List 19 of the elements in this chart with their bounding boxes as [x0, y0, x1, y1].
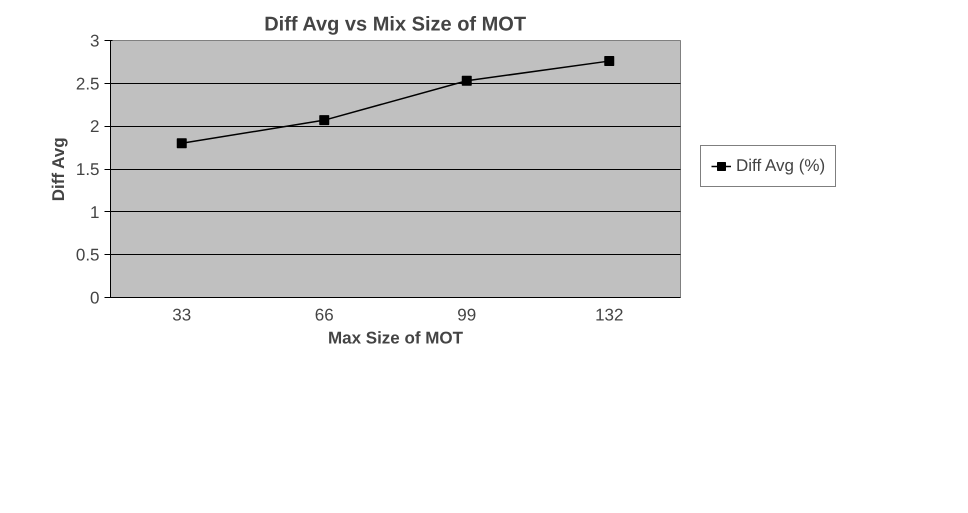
point	[176, 138, 187, 148]
legend-label: Diff Avg (%)	[736, 156, 826, 176]
x-tick-label: 66	[314, 306, 334, 324]
y-tick-label: 0.5	[76, 246, 100, 265]
y-axis-title: Diff Avg	[48, 137, 68, 202]
x-tick-label: 132	[595, 306, 624, 324]
y-tick-label: 1.5	[76, 160, 100, 179]
y-tick-label: 2	[90, 117, 100, 136]
point	[604, 56, 614, 66]
x-tick-label: 99	[457, 306, 476, 324]
point	[462, 76, 472, 86]
y-tick-label: 3	[90, 32, 100, 50]
x-axis-title: Max Size of MOT	[328, 328, 464, 348]
point	[319, 115, 330, 126]
chart-title: Diff Avg vs Mix Size of MOT	[264, 14, 526, 36]
y-tick-label: 2.5	[76, 74, 100, 94]
x-tick-label: 33	[172, 306, 192, 324]
y-tick-label: 1	[90, 202, 100, 222]
y-tick-label: 0	[90, 288, 100, 308]
